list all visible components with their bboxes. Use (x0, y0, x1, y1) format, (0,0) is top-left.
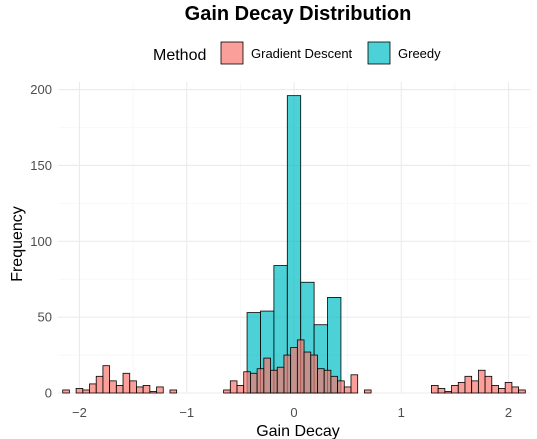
bar-gradient-descent (343, 386, 352, 394)
bar-gradient-descent (129, 380, 137, 394)
bar-gradient-descent (310, 354, 318, 394)
bar-gradient-descent (464, 375, 473, 394)
x-tick-label: 2 (505, 405, 512, 420)
bar-gradient-descent (518, 389, 526, 394)
bar-gradient-descent (451, 385, 459, 394)
bar-gradient-descent (169, 389, 178, 394)
legend-label-greedy: Greedy (398, 46, 441, 61)
bar-gradient-descent (290, 347, 298, 394)
bar-gradient-descent (102, 365, 111, 394)
bar-gradient-descent (115, 385, 124, 394)
x-axis-title: Gain Decay (256, 423, 340, 439)
bar-gradient-descent (323, 369, 332, 394)
x-tick-labels: −2 −1 0 1 2 (72, 405, 512, 420)
bar-gradient-descent (283, 354, 292, 394)
bar-gradient-descent (498, 388, 506, 394)
y-axis-title: Frequency (9, 206, 26, 282)
bar-gradient-descent (330, 375, 338, 394)
bar-gradient-descent (136, 386, 144, 394)
x-tick-label: 1 (398, 405, 405, 420)
bar-gradient-descent (457, 381, 466, 394)
bar-gradient-descent (350, 374, 359, 394)
bar-gradient-descent (511, 386, 520, 394)
y-tick-label: 0 (45, 386, 52, 401)
bar-gradient-descent (156, 386, 164, 394)
bar-gradient-descent (491, 385, 499, 394)
legend-key-gradient-descent (220, 41, 244, 65)
bar-gradient-descent (431, 385, 439, 394)
legend-key-greedy (367, 41, 391, 65)
x-tick-label: −1 (179, 405, 194, 420)
bar-gradient-descent (229, 380, 238, 394)
bar-gradient-descent (303, 351, 312, 394)
legend-title: Method (153, 47, 206, 64)
bar-gradient-descent (471, 380, 479, 394)
bar-gradient-descent (437, 388, 446, 394)
bar-gradient-descent (62, 389, 70, 394)
bar-gradient-descent (276, 366, 285, 394)
bar-gradient-descent (363, 389, 372, 394)
bar-gradient-descent (109, 380, 117, 394)
bar-gradient-descent (95, 375, 104, 394)
bar-gradient-descent (444, 391, 452, 394)
histogram-bars (62, 95, 526, 394)
bar-gradient-descent (89, 383, 97, 394)
bar-gradient-descent (484, 375, 493, 394)
bar-gradient-descent (337, 380, 345, 394)
bar-gradient-descent (250, 372, 258, 394)
chart-title: Gain Decay Distribution (185, 3, 412, 25)
y-tick-label: 150 (30, 158, 52, 173)
bar-gradient-descent (263, 357, 271, 394)
bar-gradient-descent (149, 391, 157, 394)
bar-gradient-descent (256, 368, 265, 394)
bar-gradient-descent (223, 389, 231, 394)
bar-gradient-descent (236, 385, 245, 394)
bar-gradient-descent (296, 339, 305, 394)
bar-gradient-descent (122, 372, 131, 394)
bar-gradient-descent (477, 369, 486, 394)
legend-label-gradient-descent: Gradient Descent (251, 46, 353, 61)
bar-gradient-descent (82, 389, 90, 394)
bar-gradient-descent (142, 385, 151, 394)
y-tick-labels: 0 50 100 150 200 (30, 82, 52, 400)
y-tick-label: 200 (30, 82, 52, 97)
bar-gradient-descent (270, 369, 278, 394)
bar-gradient-descent (243, 371, 251, 394)
x-tick-label: −2 (72, 405, 87, 420)
bar-gradient-descent (317, 368, 325, 394)
x-tick-label: 0 (290, 405, 297, 420)
y-tick-label: 50 (38, 310, 52, 325)
bar-gradient-descent (75, 388, 84, 394)
y-tick-label: 100 (30, 234, 52, 249)
legend: Method Gradient Descent Greedy (153, 41, 441, 65)
bar-gradient-descent (504, 381, 513, 394)
